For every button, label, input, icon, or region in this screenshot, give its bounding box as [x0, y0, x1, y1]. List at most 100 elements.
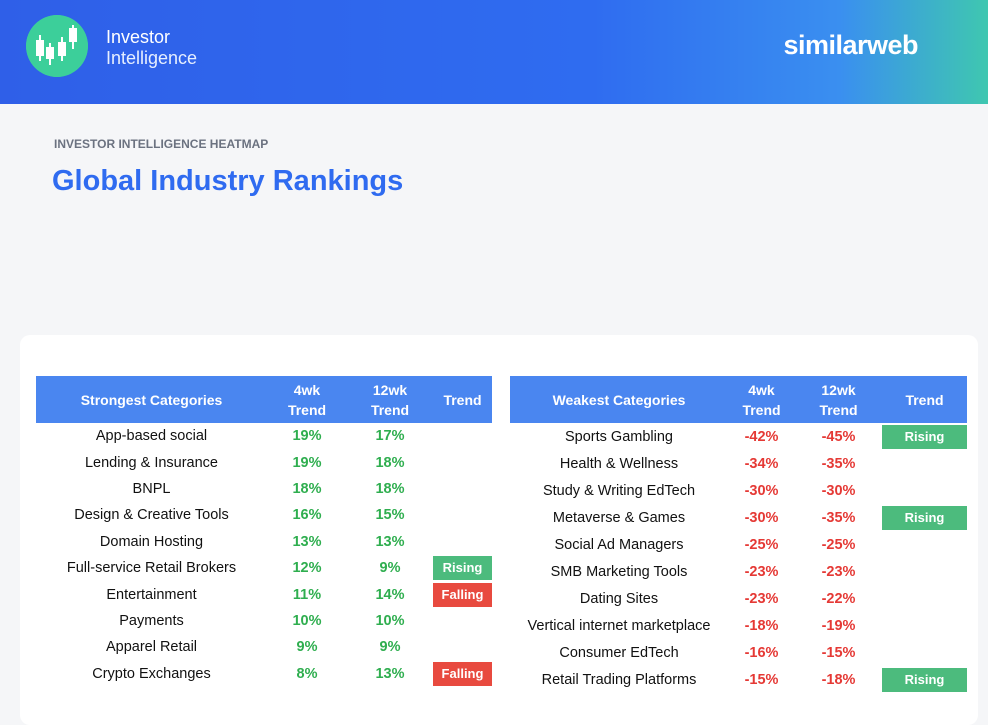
- trend-cell: Steady: [882, 639, 967, 666]
- trend-badge: Steady: [903, 590, 946, 606]
- row: Vertical internet marketplace -18% -19% Ste…: [510, 612, 967, 639]
- logo: [26, 15, 88, 77]
- trend-badge: Steady: [903, 482, 946, 498]
- trend-cell: Steady: [433, 634, 492, 660]
- category: Health & Wellness: [559, 455, 679, 472]
- column-header-text: 12wk Trend: [370, 381, 410, 418]
- category: Lending & Insurance: [84, 454, 218, 471]
- trend-badge: Steady: [441, 639, 484, 655]
- trend-cell: Steady: [433, 423, 492, 449]
- trend-badge: Steady: [903, 617, 946, 633]
- row: Social Ad Managers -25% -25% Steady: [510, 531, 967, 558]
- trend-badge: Rising: [433, 556, 492, 581]
- column-header: 4wk Trend: [728, 376, 795, 423]
- column-header-text: Trend: [443, 391, 482, 408]
- trend-value: -16%: [744, 644, 779, 661]
- trend-value: -22%: [821, 590, 856, 607]
- trend-badge: Steady: [441, 428, 484, 444]
- row: Metaverse & Games -30% -35% Rising: [510, 504, 967, 531]
- partner-logo: similarweb: [783, 30, 918, 60]
- trend-value: -23%: [744, 590, 779, 607]
- trend-value: -25%: [744, 536, 779, 553]
- column-header-text: Trend: [905, 391, 944, 408]
- trend-value: -30%: [744, 509, 779, 526]
- trend-value: 13%: [292, 533, 322, 550]
- row: Lending & Insurance 19% 18% Steady: [36, 449, 492, 475]
- category: Payments: [119, 612, 184, 629]
- trend-value: 10%: [375, 612, 405, 629]
- category: Full-service Retail Brokers: [66, 560, 237, 577]
- row: App-based social 19% 17% Steady: [36, 423, 492, 449]
- trend-cell: Steady: [433, 476, 492, 502]
- trend-cell: Rising: [882, 504, 967, 531]
- trend-cell: Falling: [433, 581, 492, 607]
- trend-value: -15%: [821, 644, 856, 661]
- trend-value: 9%: [379, 639, 401, 656]
- category: Design & Creative Tools: [74, 507, 229, 524]
- trend-value: 12%: [292, 560, 322, 577]
- trend-cell: Steady: [882, 531, 967, 558]
- trend-value: -18%: [744, 617, 779, 634]
- column-header: 12wk Trend: [795, 376, 882, 423]
- brand-line: Investor: [106, 27, 171, 47]
- column-header-text: 12wk Trend: [819, 381, 858, 418]
- row: Crypto Exchanges 8% 13% Falling: [36, 661, 492, 687]
- trend-value: -45%: [821, 428, 856, 445]
- trend-value: 14%: [375, 586, 405, 603]
- column-header-text: Strongest Categories: [80, 391, 223, 408]
- category: Crypto Exchanges: [92, 665, 211, 682]
- trend-value: 9%: [296, 639, 318, 656]
- trend-value: -18%: [821, 671, 856, 688]
- trend-value: 18%: [375, 454, 405, 471]
- trend-cell: Steady: [433, 608, 492, 634]
- trend-badge: Steady: [441, 507, 484, 523]
- trend-cell: Steady: [433, 449, 492, 475]
- column-header: Trend: [433, 376, 492, 423]
- trend-cell: Steady: [882, 585, 967, 612]
- column-header: Strongest Categories: [36, 376, 267, 423]
- column-header: 12wk Trend: [347, 376, 433, 423]
- trend-value: -19%: [821, 617, 856, 634]
- kicker: INVESTOR INTELLIGENCE HEATMAP: [54, 137, 269, 151]
- trend-badge: Rising: [882, 667, 967, 692]
- trend-cell: Steady: [433, 529, 492, 555]
- category: Metaverse & Games: [552, 509, 686, 526]
- trend-value: 11%: [292, 586, 322, 603]
- trend-badge: Steady: [441, 612, 484, 628]
- trend-cell: Rising: [882, 666, 967, 693]
- trend-value: 9%: [379, 560, 401, 577]
- category: Entertainment: [106, 586, 197, 603]
- trend-value: 18%: [292, 480, 322, 497]
- column-header: Trend: [882, 376, 967, 423]
- trend-value: 16%: [292, 507, 322, 524]
- trend-value: -15%: [744, 671, 779, 688]
- column-header: Weakest Categories: [510, 376, 728, 423]
- column-header-text: Weakest Categories: [552, 391, 686, 408]
- trend-value: -30%: [821, 482, 856, 499]
- column-header-text: 4wk Trend: [287, 381, 327, 418]
- trend-cell: Steady: [882, 477, 967, 504]
- trend-value: 10%: [292, 612, 322, 629]
- category: BNPL: [132, 480, 171, 497]
- trend-value: -30%: [744, 482, 779, 499]
- trend-badge: Steady: [903, 455, 946, 471]
- row: Dating Sites -23% -22% Steady: [510, 585, 967, 612]
- row: Sports Gambling -42% -45% Rising: [510, 423, 967, 450]
- category: Social Ad Managers: [554, 536, 684, 553]
- row: Consumer EdTech -16% -15% Steady: [510, 639, 967, 666]
- trend-cell: Rising: [882, 423, 967, 450]
- row: Study & Writing EdTech -30% -30% Steady: [510, 477, 967, 504]
- category: Study & Writing EdTech: [542, 482, 696, 499]
- category: Dating Sites: [579, 590, 659, 607]
- trend-value: -23%: [821, 563, 856, 580]
- row: Apparel Retail 9% 9% Steady: [36, 634, 492, 660]
- trend-value: 19%: [292, 454, 322, 471]
- row: Retail Trading Platforms -15% -18% Rising: [510, 666, 967, 693]
- rankings-table: Weakest Categories 4wk Trend 12wk Trend Tre…: [510, 376, 967, 693]
- trend-badge: Falling: [433, 661, 492, 686]
- trend-cell: Rising: [433, 555, 492, 581]
- trend-cell: Steady: [882, 450, 967, 477]
- trend-value: -34%: [744, 455, 779, 472]
- category: Retail Trading Platforms: [541, 671, 697, 688]
